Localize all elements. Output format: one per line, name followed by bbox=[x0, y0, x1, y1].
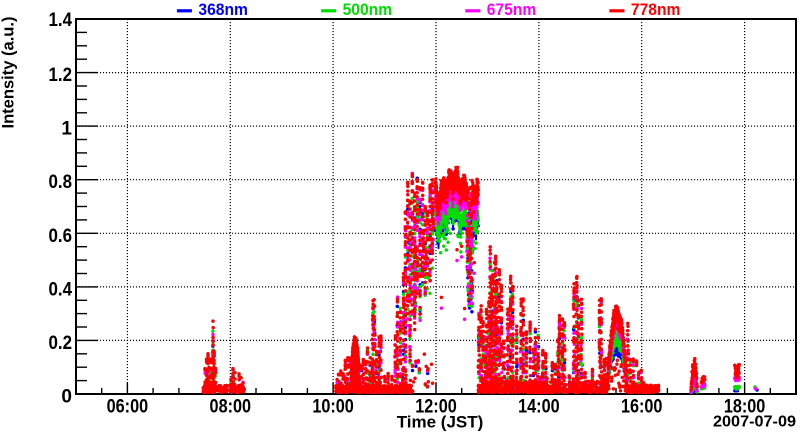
svg-text:12:00: 12:00 bbox=[415, 396, 457, 417]
svg-text:778nm: 778nm bbox=[631, 1, 681, 19]
svg-text:1.4: 1.4 bbox=[49, 10, 73, 31]
svg-text:0.8: 0.8 bbox=[49, 172, 73, 193]
svg-text:1.2: 1.2 bbox=[49, 65, 73, 86]
svg-text:1: 1 bbox=[61, 119, 72, 140]
svg-text:14:00: 14:00 bbox=[518, 396, 560, 417]
svg-text:0.4: 0.4 bbox=[49, 279, 73, 300]
svg-text:675nm: 675nm bbox=[487, 1, 537, 19]
svg-text:2007-07-09: 2007-07-09 bbox=[713, 414, 796, 431]
svg-text:18:00: 18:00 bbox=[724, 396, 766, 417]
svg-text:500nm: 500nm bbox=[343, 1, 393, 19]
svg-text:0.6: 0.6 bbox=[49, 226, 73, 247]
svg-text:0: 0 bbox=[61, 387, 72, 408]
svg-text:Intensity (a.u.): Intensity (a.u.) bbox=[0, 17, 18, 129]
svg-text:Time (JST): Time (JST) bbox=[397, 413, 484, 432]
svg-text:16:00: 16:00 bbox=[621, 396, 663, 417]
svg-text:368nm: 368nm bbox=[198, 1, 248, 19]
svg-text:0.2: 0.2 bbox=[49, 333, 73, 354]
svg-text:10:00: 10:00 bbox=[312, 396, 354, 417]
svg-text:06:00: 06:00 bbox=[107, 396, 149, 417]
svg-text:08:00: 08:00 bbox=[210, 396, 252, 417]
